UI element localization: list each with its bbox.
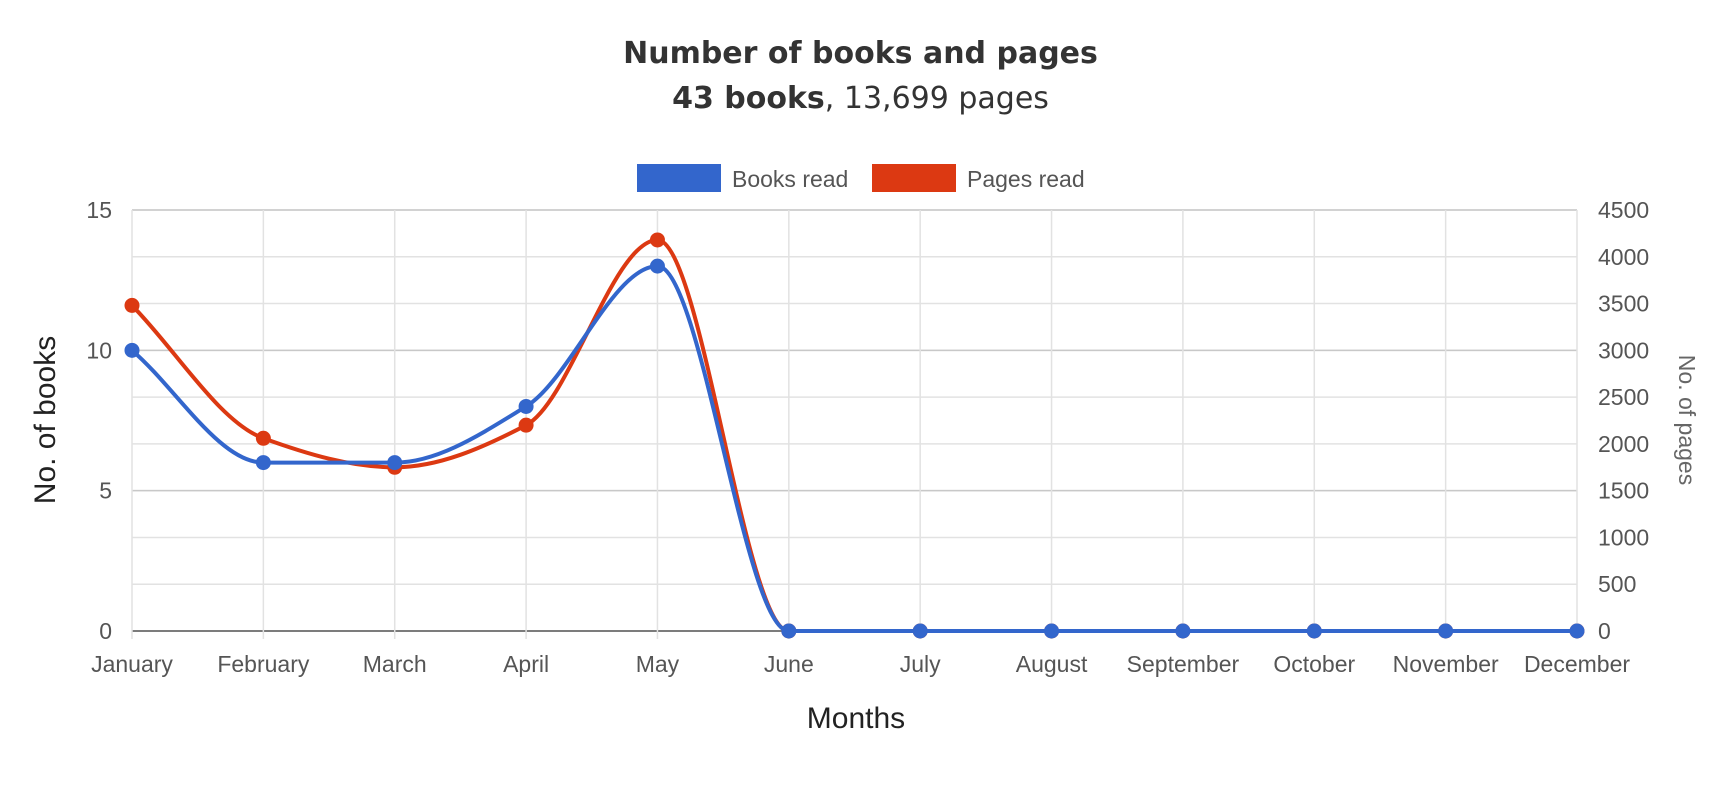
legend-swatch-pages-read: [872, 164, 956, 192]
x-tick-label: February: [217, 651, 310, 677]
y-right-tick-label: 1000: [1598, 524, 1649, 550]
legend: Books read Pages read: [637, 164, 1085, 192]
x-tick-label: July: [900, 651, 941, 677]
x-tick-label: June: [764, 651, 814, 677]
y-right-tick-label: 2000: [1598, 431, 1649, 457]
data-point-books-read: [1438, 623, 1454, 639]
x-tick-label: December: [1524, 651, 1630, 677]
y-right-tick-label: 500: [1598, 571, 1636, 597]
y-left-tick-label: 0: [99, 618, 112, 644]
legend-swatch-books-read: [637, 164, 721, 192]
x-tick-label: September: [1127, 651, 1240, 677]
y-right-tick-label: 3000: [1598, 337, 1649, 363]
x-tick-label: August: [1016, 651, 1088, 677]
y-right-tick-label: 2500: [1598, 384, 1649, 410]
y-right-tick-label: 1500: [1598, 478, 1649, 504]
subtitle-pages-count: , 13,699 pages: [824, 81, 1049, 116]
x-tick-label: November: [1393, 651, 1499, 677]
chart-header: Number of books and pages 43 books, 13,6…: [0, 34, 1721, 120]
subtitle-books-count: 43 books: [672, 81, 825, 116]
y-left-tick-label: 10: [86, 337, 112, 363]
y-right-tick-label: 0: [1598, 618, 1611, 644]
series-line-books-read: [130, 264, 1577, 634]
data-point-books-read: [1569, 623, 1585, 639]
data-point-books-read: [1306, 623, 1322, 639]
data-point-books-read: [387, 455, 403, 471]
data-point-books-read: [1175, 623, 1191, 639]
data-point-pages-read: [518, 417, 534, 433]
data-point-pages-read: [255, 430, 271, 446]
x-axis-label: Months: [807, 702, 905, 735]
x-tick-label: March: [363, 651, 427, 677]
y-axis-left-label: No. of books: [29, 336, 62, 504]
chart-subtitle: 43 books, 13,699 pages: [0, 78, 1721, 120]
x-tick-label: April: [503, 651, 549, 677]
data-point-books-read: [912, 623, 928, 639]
data-point-pages-read: [649, 232, 665, 248]
x-tick-label: May: [636, 651, 680, 677]
legend-label-pages-read: Pages read: [967, 166, 1085, 192]
data-point-books-read: [781, 623, 797, 639]
data-point-books-read: [124, 342, 140, 358]
data-point-pages-read: [124, 297, 140, 313]
y-left-tick-label: 15: [86, 197, 112, 223]
data-point-books-read: [649, 258, 665, 274]
grid-lines: [131, 209, 1578, 639]
series-line-pages-read: [130, 237, 1577, 634]
series-lines: [124, 232, 1585, 639]
y-left-tick-label: 5: [99, 478, 112, 504]
legend-label-books-read: Books read: [732, 166, 848, 192]
y-right-tick-label: 3500: [1598, 291, 1649, 317]
data-point-books-read: [518, 398, 534, 414]
x-tick-label: January: [91, 651, 173, 677]
axes: 0 5 10 15 0 500 1000 1500 2000 2500 3000 3500 4000 45…: [86, 197, 1649, 677]
x-tick-label: October: [1273, 651, 1355, 677]
chart-title: Number of books and pages: [623, 36, 1098, 71]
y-right-tick-label: 4000: [1598, 244, 1649, 270]
y-axis-right-label: No. of pages: [1674, 355, 1700, 485]
data-point-books-read: [1044, 623, 1060, 639]
data-point-books-read: [255, 455, 271, 471]
y-right-tick-label: 4500: [1598, 197, 1649, 223]
